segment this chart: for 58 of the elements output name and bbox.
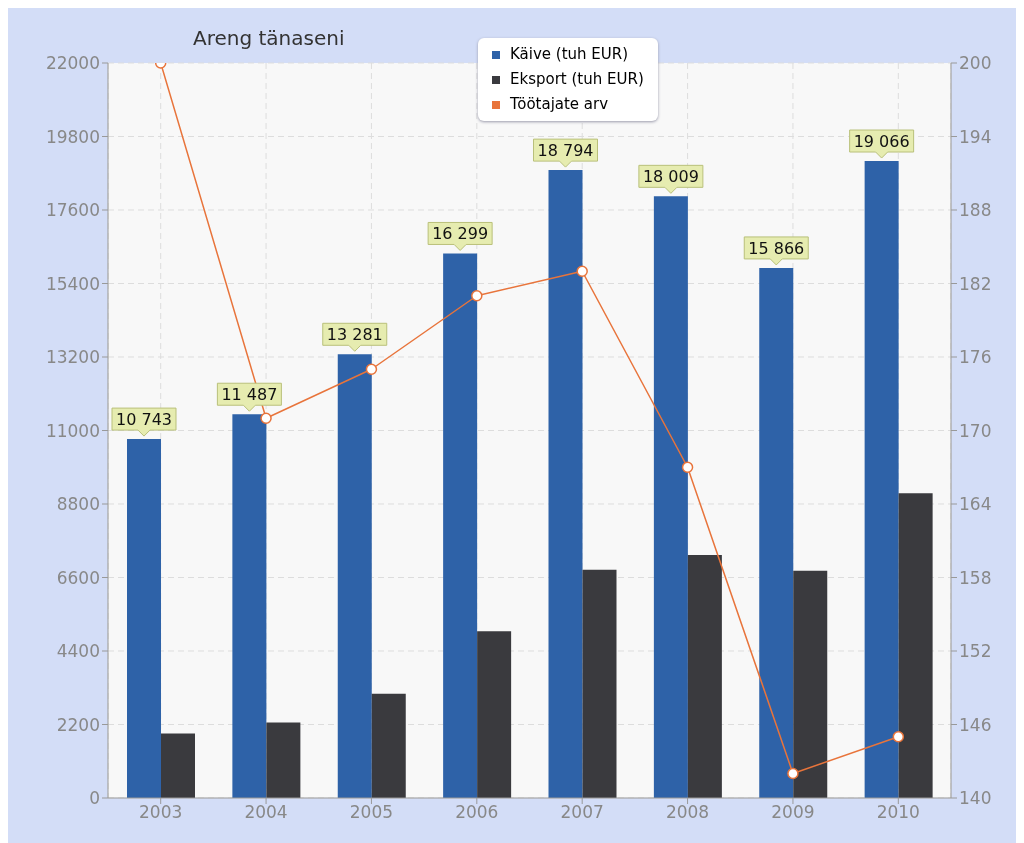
y2-tick-label: 170 xyxy=(959,420,992,441)
y2-tick-label: 140 xyxy=(959,788,992,809)
y-tick-label: 19800 xyxy=(45,126,100,147)
point xyxy=(681,461,694,473)
y-tick-label: 11000 xyxy=(45,420,100,441)
y2-tick-label: 194 xyxy=(959,126,992,147)
data-label: 11 487 xyxy=(221,385,278,405)
y-tick-label: 15400 xyxy=(45,273,100,294)
point xyxy=(365,363,378,375)
point xyxy=(787,767,799,780)
point xyxy=(260,412,272,424)
bar xyxy=(371,693,406,798)
bar xyxy=(898,493,933,798)
y2-tick-label: 188 xyxy=(959,200,992,221)
bar xyxy=(266,722,301,798)
x-tick-label: 2010 xyxy=(876,802,920,823)
y-tick-label: 17600 xyxy=(45,200,100,221)
data-label: 10 743 xyxy=(116,410,172,430)
data-label: 19 066 xyxy=(853,132,910,152)
x-tick-label: 2006 xyxy=(455,802,499,823)
y-tick-label: 13200 xyxy=(45,347,100,368)
y-tick-label: 0 xyxy=(89,788,100,809)
bar xyxy=(793,570,828,798)
x-tick-label: 2005 xyxy=(349,802,394,823)
data-label: 16 299 xyxy=(432,224,489,244)
data-label: 15 866 xyxy=(748,238,805,258)
legend-label: Töötajate arv xyxy=(510,94,609,115)
x-tick-label: 2004 xyxy=(244,802,288,823)
data-label: 18 794 xyxy=(537,141,594,161)
y-tick-label: 6600 xyxy=(56,567,100,588)
x-tick-label: 2009 xyxy=(771,802,815,823)
y2-tick-label: 152 xyxy=(959,641,992,662)
point xyxy=(471,290,483,302)
y2-tick-label: 164 xyxy=(959,494,992,515)
point xyxy=(892,731,905,743)
y2-tick-label: 146 xyxy=(959,714,992,735)
legend-label: Käive (tuh EUR) xyxy=(510,44,629,65)
x-tick-label: 2007 xyxy=(560,802,604,823)
x-tick-label: 2008 xyxy=(665,802,710,823)
y2-tick-label: 182 xyxy=(959,273,992,294)
legend-label: Eksport (tuh EUR) xyxy=(510,69,644,90)
y2-tick-label: 158 xyxy=(959,567,992,588)
y-tick-label: 2200 xyxy=(56,714,100,735)
y-tick-label: 8800 xyxy=(56,494,100,515)
x-tick-label: 2003 xyxy=(139,802,183,823)
bar xyxy=(477,631,512,798)
data-label: 13 281 xyxy=(326,325,383,345)
data-label: 18 009 xyxy=(642,167,699,187)
y-tick-label: 4400 xyxy=(56,641,100,662)
y-tick-label: 22000 xyxy=(45,53,100,74)
chart-title: Areng tänaseni xyxy=(193,26,345,50)
bar xyxy=(161,733,195,798)
bar xyxy=(864,161,899,798)
bar xyxy=(687,555,722,798)
y2-tick-label: 200 xyxy=(959,53,992,74)
point xyxy=(576,265,588,277)
y2-tick-label: 176 xyxy=(959,347,992,368)
bar xyxy=(582,569,617,798)
